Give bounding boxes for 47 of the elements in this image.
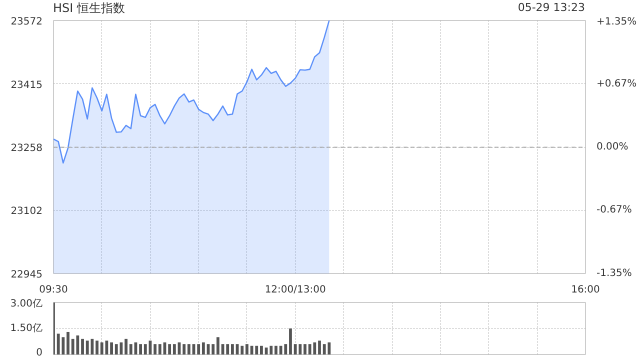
bar	[187, 344, 190, 354]
bar	[260, 346, 263, 354]
bar	[172, 344, 176, 354]
bar	[158, 344, 162, 354]
bar	[230, 344, 234, 354]
y-tick-label: 23258	[10, 143, 42, 154]
bar	[154, 344, 157, 354]
chart-title: HSI 恒生指数	[53, 0, 125, 17]
x-tick-label: 16:00	[571, 284, 600, 296]
bar	[216, 337, 220, 354]
bar	[274, 346, 278, 354]
bar	[318, 340, 321, 354]
y2-tick-label: 0.00%	[596, 142, 628, 152]
bar	[202, 342, 205, 354]
bar	[212, 344, 215, 354]
y-tick-label: 23572	[10, 16, 42, 28]
y2-tick-label: -0.67%	[596, 204, 632, 216]
bar	[197, 344, 200, 354]
y-tick-label: 3.00亿	[10, 298, 42, 310]
bar	[255, 346, 258, 354]
x-tick-label: 12:00/13:00	[264, 284, 326, 296]
bar	[144, 344, 147, 354]
x-tick-label: 09:30	[39, 284, 68, 296]
y2-tick-label: +1.35%	[596, 16, 637, 28]
y-tick-label: 1.50亿	[10, 323, 42, 334]
y-tick-label: 0	[36, 348, 43, 358]
y-tick-label: 22945	[10, 270, 42, 280]
bar	[129, 344, 132, 354]
bar	[246, 344, 248, 354]
bar	[168, 344, 172, 354]
bar	[81, 338, 84, 354]
bar	[124, 338, 128, 354]
bar	[226, 344, 230, 354]
bar	[139, 344, 142, 354]
bar	[182, 344, 186, 354]
bar	[240, 346, 244, 354]
bar	[96, 340, 98, 354]
bar	[289, 328, 292, 354]
text: 05-29 13:23	[518, 0, 585, 16]
y-tick-label: 23415	[10, 80, 42, 91]
bar	[66, 332, 70, 354]
bar	[114, 344, 118, 354]
y2-tick-label: -1.35%	[596, 268, 632, 279]
y-tick-label: 23102	[10, 206, 42, 218]
y2-tick-label: +0.67%	[596, 78, 637, 90]
bar	[110, 342, 113, 354]
bar	[304, 344, 306, 354]
